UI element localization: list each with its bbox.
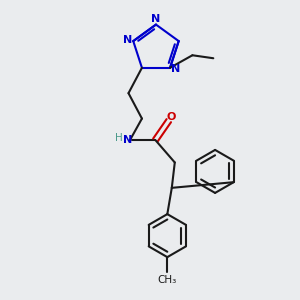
Text: N: N bbox=[171, 64, 180, 74]
Text: N: N bbox=[151, 14, 160, 24]
Text: H: H bbox=[115, 133, 123, 143]
Text: N: N bbox=[123, 135, 133, 145]
Text: O: O bbox=[167, 112, 176, 122]
Text: CH₃: CH₃ bbox=[158, 274, 177, 284]
Text: N: N bbox=[123, 34, 133, 45]
